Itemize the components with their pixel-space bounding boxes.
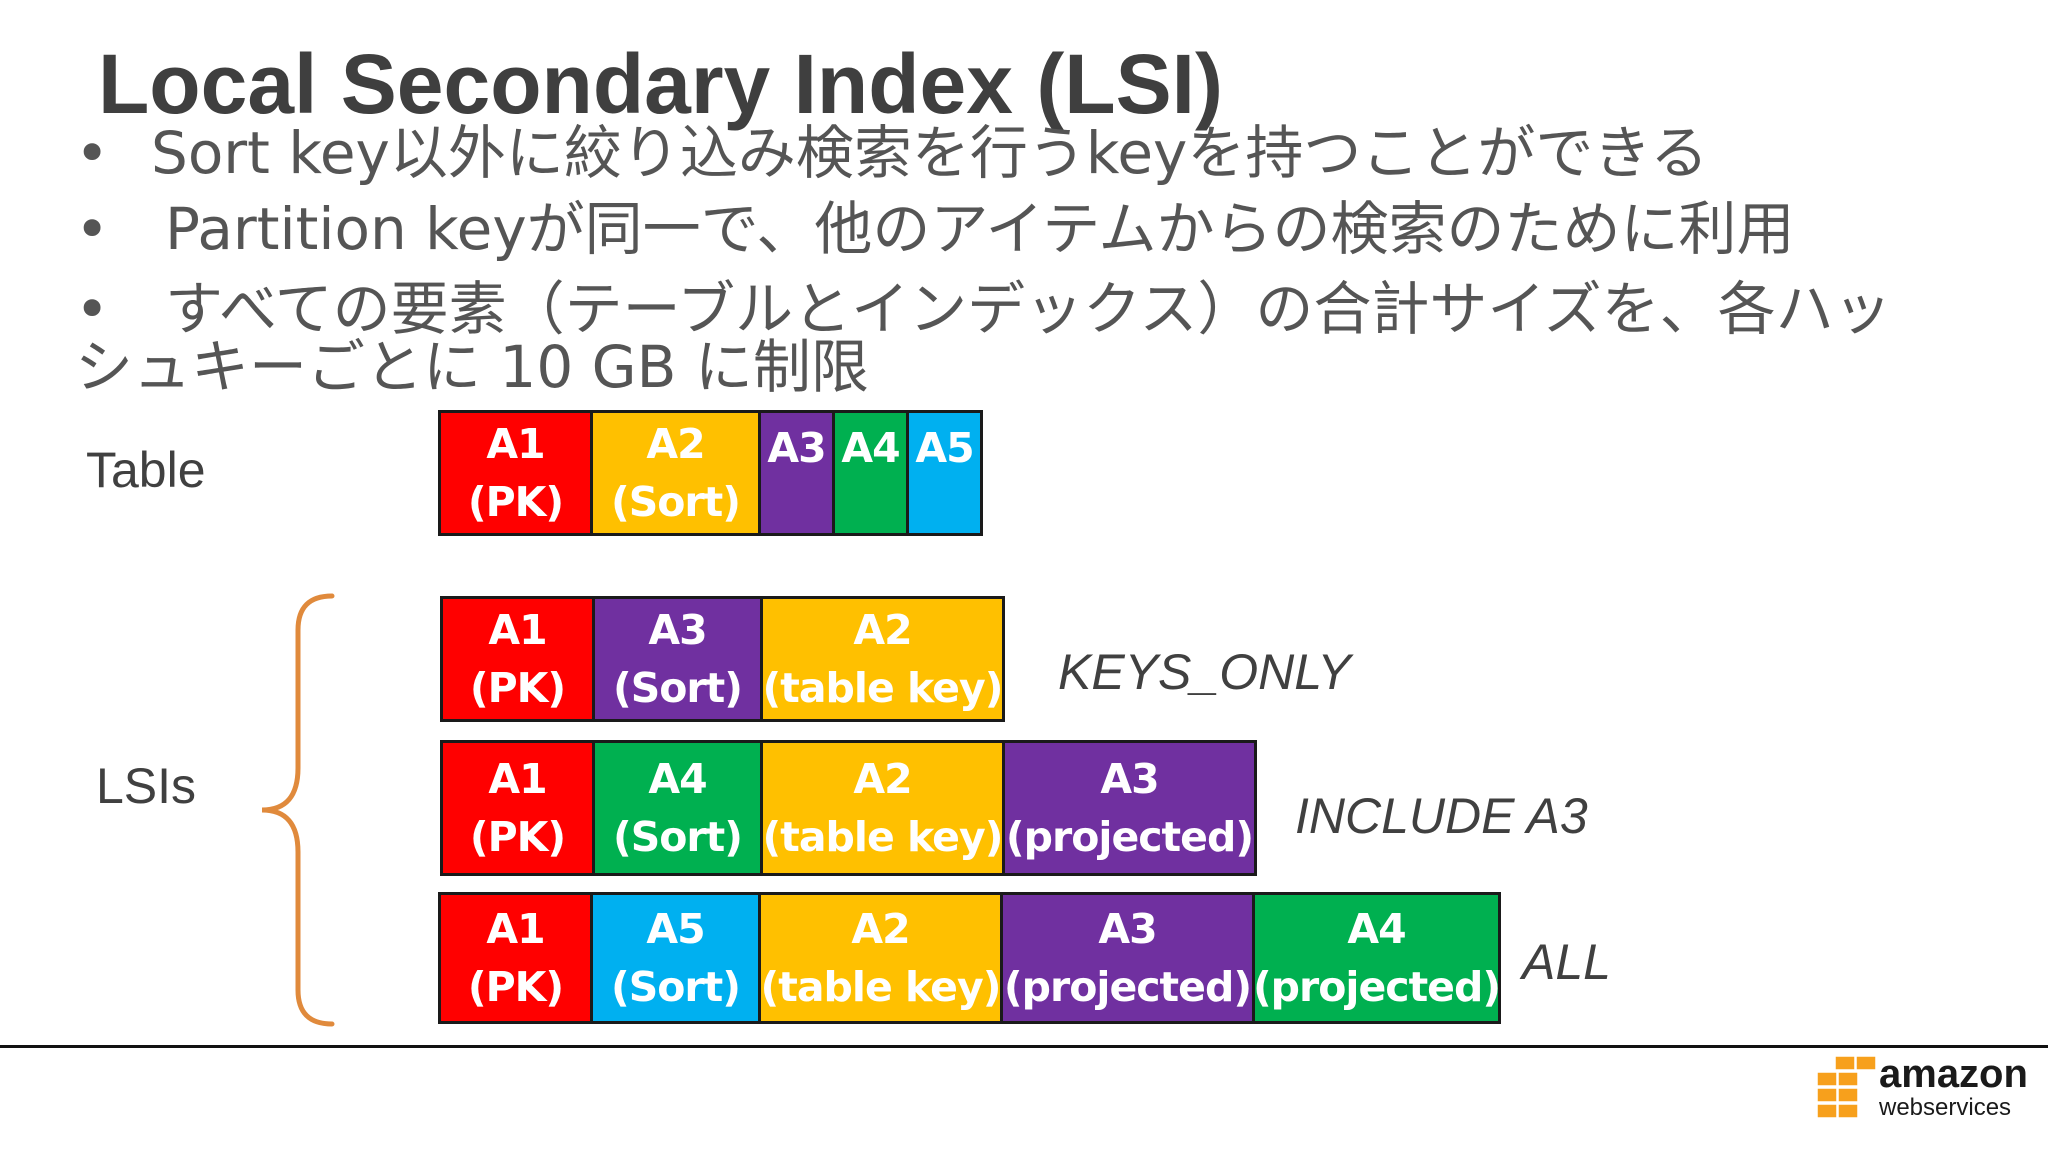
attribute-name: A3	[1100, 755, 1159, 803]
key-cell-a4: A4 (Sort)	[592, 740, 763, 876]
bullet-text: シュキーごとに 10 GB に制限	[75, 333, 869, 401]
key-cell-a4: A4 (projected)	[1252, 892, 1501, 1024]
brace-path	[261, 593, 335, 1027]
bullet-text: すべての要素（テーブルとインデックス）の合計サイズを、各ハッ	[165, 275, 1892, 343]
attribute-name: A3	[1098, 905, 1157, 953]
key-cell-a1: A1 (PK)	[440, 596, 595, 722]
attribute-name: A4	[648, 755, 707, 803]
attribute-role: (projected)	[1005, 813, 1254, 861]
key-cell-a2: A2 (table key)	[758, 892, 1003, 1024]
attribute-role: (table key)	[762, 813, 1004, 861]
attribute-role: (PK)	[467, 478, 564, 526]
bullet-text: Partition keyが同一で、他のアイテムからの検索のために利用	[165, 195, 1795, 263]
attribute-name: A2	[646, 420, 705, 468]
attribute-name: A3	[648, 606, 707, 654]
attribute-name: A4	[1347, 905, 1406, 953]
key-cell-a1: A1 (PK)	[438, 892, 593, 1024]
key-cell-a3: A3 (projected)	[1002, 740, 1257, 876]
attribute-role: (table key)	[760, 963, 1002, 1011]
attribute-name: A2	[853, 755, 912, 803]
projection-label-keys-only: KEYS_ONLY	[1058, 644, 1351, 700]
bullet-marker: •	[75, 275, 110, 343]
table-label: Table	[86, 442, 206, 498]
bullet-marker: •	[75, 119, 110, 187]
slide-title: Local Secondary Index (LSI)	[98, 37, 1223, 131]
key-cell-a3: A3 (Sort)	[592, 596, 763, 722]
key-cell-a5: A5 (Sort)	[590, 892, 761, 1024]
lsi-brace	[261, 593, 335, 1027]
bullet-text: Sort key以外に絞り込み検索を行うkeyを持つことができる	[151, 119, 1709, 187]
projection-label-all: ALL	[1522, 934, 1611, 990]
attribute-name: A5	[646, 905, 705, 953]
attribute-role: (Sort)	[611, 963, 741, 1011]
key-cell-a2: A2 (Sort)	[590, 410, 761, 536]
key-cell-a2: A2 (table key)	[760, 596, 1005, 722]
projection-label-include: INCLUDE A3	[1295, 788, 1588, 844]
amazon-web-services-logo: amazon webservices	[1815, 1050, 2028, 1130]
attribute-name: A1	[486, 420, 545, 468]
attribute-role: (Sort)	[611, 478, 741, 526]
key-cell-a3: A3 (projected)	[1000, 892, 1255, 1024]
attribute-role: (PK)	[467, 963, 564, 1011]
key-cell-a1: A1 (PK)	[438, 410, 593, 536]
attribute-name: A2	[853, 606, 912, 654]
attribute-name: A1	[488, 755, 547, 803]
aws-cubes-icon	[1816, 1055, 1877, 1119]
attribute-role: (table key)	[762, 664, 1004, 712]
attribute-role: (PK)	[469, 813, 566, 861]
attribute-role: (projected)	[1252, 963, 1501, 1011]
attribute-name: A1	[488, 606, 547, 654]
attribute-name: A3	[767, 424, 826, 472]
attribute-role: (PK)	[469, 664, 566, 712]
attribute-name: A5	[915, 424, 974, 472]
lsis-label: LSIs	[96, 758, 197, 814]
bullet-marker: •	[75, 195, 110, 263]
logo-wordmark: amazon	[1879, 1052, 2028, 1096]
key-cell-a3: A3	[758, 410, 835, 536]
key-cell-a4: A4	[832, 410, 909, 536]
attribute-name: A1	[486, 905, 545, 953]
attribute-name: A4	[841, 424, 900, 472]
attribute-role: (Sort)	[613, 664, 743, 712]
logo-subtitle: webservices	[1879, 1094, 2012, 1121]
key-cell-a2: A2 (table key)	[760, 740, 1005, 876]
attribute-role: (projected)	[1003, 963, 1252, 1011]
key-cell-a5: A5	[906, 410, 983, 536]
attribute-name: A2	[851, 905, 910, 953]
attribute-role: (Sort)	[613, 813, 743, 861]
bullet-item-3-continued: シュキーごとに 10 GB に制限	[75, 332, 869, 402]
footer-divider	[0, 1045, 2048, 1048]
key-cell-a1: A1 (PK)	[440, 740, 595, 876]
